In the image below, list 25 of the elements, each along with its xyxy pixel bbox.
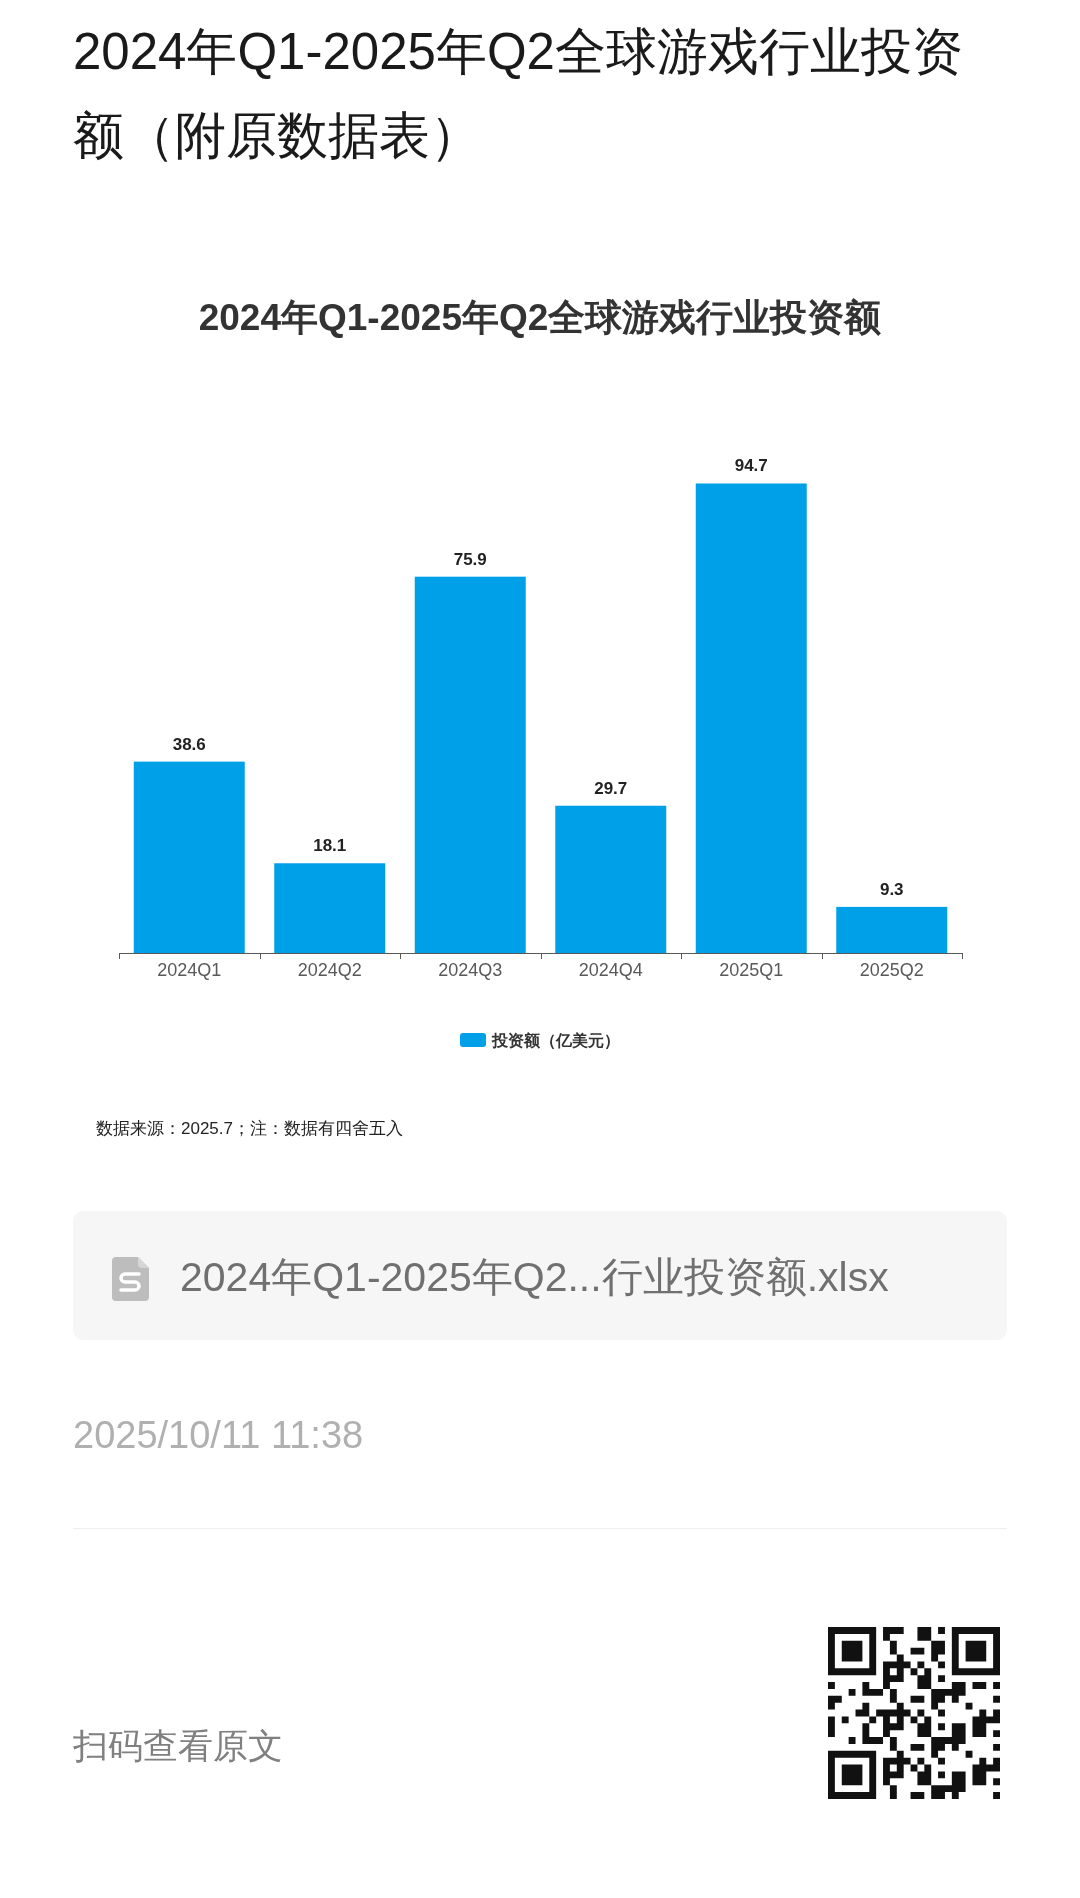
x-tick-label: 2024Q3 bbox=[438, 960, 503, 980]
text: 2025/10/11 11:38 bbox=[73, 1414, 364, 1456]
data-label: 18.1 bbox=[313, 836, 347, 856]
x-tick-label: 2025Q2 bbox=[859, 960, 924, 980]
bar bbox=[414, 576, 526, 953]
chart-title: 2024年Q1-2025年Q2全球游戏行业投资额（附原数据表） bbox=[73, 22, 964, 166]
x-tick-label: 2024Q1 bbox=[157, 960, 222, 980]
bar bbox=[555, 805, 667, 953]
data-label: 75.9 bbox=[453, 549, 487, 569]
chart-subtitle: 2024年Q1-2025年Q2全球游戏行业投资额 bbox=[198, 297, 882, 338]
x-tick-label: 2024Q4 bbox=[578, 960, 643, 980]
text: 2024年Q1-2025年Q2...行业投资额.xlsx bbox=[180, 1254, 890, 1300]
data-label: 38.6 bbox=[172, 734, 206, 754]
data-label: 9.3 bbox=[879, 879, 904, 899]
source-note: 数据来源：2025.7；注：数据有四舍五入 bbox=[96, 1119, 403, 1138]
text: 扫码查看原文 bbox=[72, 1726, 283, 1765]
bar bbox=[695, 483, 807, 953]
bar bbox=[133, 761, 245, 953]
bar bbox=[836, 906, 948, 953]
legend-label: 投资额（亿美元） bbox=[491, 1031, 620, 1050]
data-label: 29.7 bbox=[594, 778, 628, 798]
data-label: 94.7 bbox=[734, 456, 768, 476]
x-tick-label: 2024Q2 bbox=[297, 960, 362, 980]
x-tick-label: 2025Q1 bbox=[719, 960, 784, 980]
bar bbox=[274, 863, 386, 953]
